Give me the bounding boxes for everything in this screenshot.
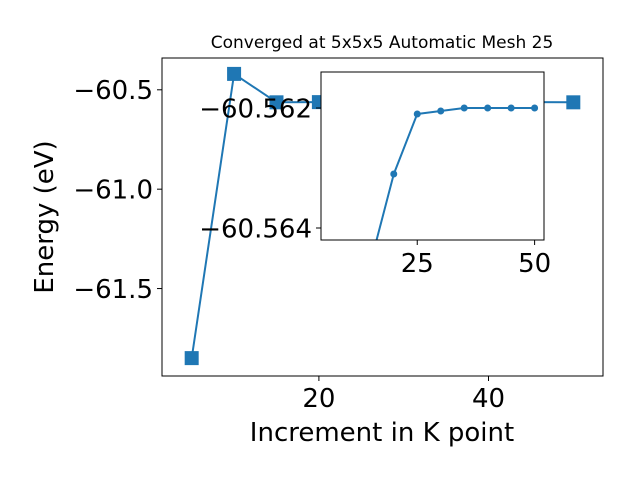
inset-x-tick-label: 50 bbox=[518, 249, 551, 279]
inset-data-point bbox=[531, 104, 539, 112]
inset-data-point bbox=[437, 107, 445, 115]
main-x-tick-label: 20 bbox=[302, 384, 335, 414]
main-y-tick-label: −61.5 bbox=[73, 275, 153, 305]
inset-background bbox=[321, 72, 544, 240]
inset-plot-frame bbox=[320, 71, 545, 241]
main-x-tick-label: 40 bbox=[472, 384, 505, 414]
chart-title: Converged at 5x5x5 Automatic Mesh 25 bbox=[211, 33, 554, 53]
main-data-point bbox=[184, 351, 199, 366]
y-axis-label: Energy (eV) bbox=[30, 140, 60, 293]
inset-data-point bbox=[390, 170, 398, 178]
main-data-point bbox=[269, 95, 284, 110]
inset-y-tick-label: −60.564 bbox=[199, 214, 312, 244]
inset-y-tick-label: −60.562 bbox=[199, 94, 312, 124]
main-ticks: 20 40 −60.5 −61.0 −61.5 bbox=[73, 76, 505, 414]
x-axis-label: Increment in K point bbox=[250, 418, 514, 448]
main-axes: Converged at 5x5x5 Automatic Mesh 25 Inc… bbox=[30, 33, 604, 448]
inset-data-point bbox=[413, 110, 421, 118]
inset-x-tick-label: 25 bbox=[401, 249, 434, 279]
main-y-tick-label: −61.0 bbox=[73, 176, 153, 206]
main-y-tick-label: −60.5 bbox=[73, 76, 153, 106]
inset-data-point bbox=[460, 104, 468, 112]
main-plot-frame bbox=[161, 57, 604, 377]
main-data-point bbox=[566, 95, 581, 110]
inset-ticks: 25 50 −60.564 −60.562 bbox=[199, 94, 551, 279]
inset-data-point bbox=[507, 104, 515, 112]
inset-data-point bbox=[484, 104, 492, 112]
inset-series-line bbox=[375, 107, 535, 240]
inset-axes: 25 50 −60.564 −60.562 bbox=[199, 71, 551, 279]
inset-series bbox=[375, 104, 539, 240]
main-data-point bbox=[227, 66, 242, 81]
